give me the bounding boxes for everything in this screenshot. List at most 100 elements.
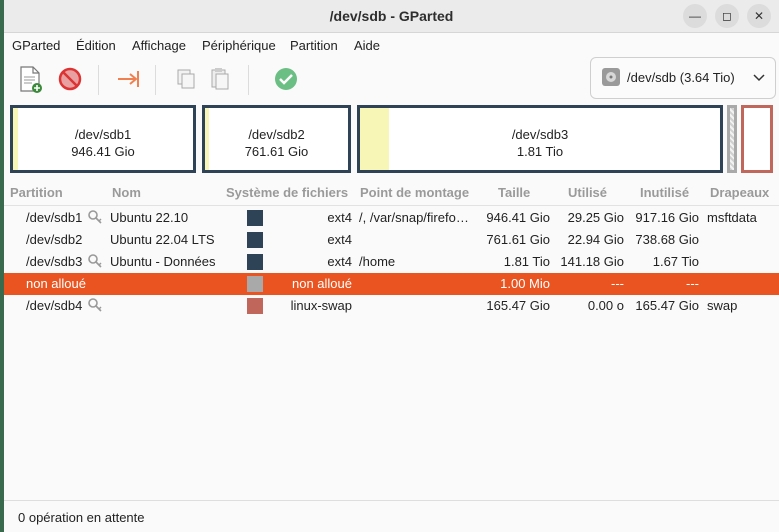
cell-mountpoint [359,229,477,251]
table-row[interactable]: non alloué non alloué 1.00 Mio --- --- [4,273,779,295]
toolbar-separator [248,65,249,95]
partition-name: /dev/sdb2 [248,127,305,142]
filesystem-color-swatch [247,210,263,226]
column-header-utilise[interactable]: Utilisé [568,185,608,200]
column-header-drapeaux[interactable]: Drapeaux [710,185,770,200]
minimize-button[interactable]: — [683,4,707,28]
cell-mountpoint [359,295,477,317]
partition-name: /dev/sdb3 [511,127,569,142]
toolbar-separator [155,65,156,95]
column-header-taille[interactable]: Taille [498,185,531,200]
cell-mountpoint [359,273,477,295]
cell-unused: --- [686,276,699,291]
diskmap-partition-sdb1[interactable]: /dev/sdb1 946.41 Gio [10,105,196,173]
title-bar: /dev/sdb - GParted — ◻ ✕ [4,0,779,33]
cell-size: 1.81 Tio [503,254,550,269]
used-space-bar [205,108,210,170]
device-selector[interactable]: /dev/sdb (3.64 Tio) [590,57,776,99]
partition-name: /dev/sdb1 [74,127,132,142]
filesystem-color-swatch [247,298,263,314]
cell-flags [707,229,777,251]
harddisk-icon [602,68,620,86]
column-header-mountpoint[interactable]: Point de montage [360,185,470,200]
cell-used: --- [611,276,624,291]
column-header-inutilise[interactable]: Inutilisé [640,185,690,200]
chevron-down-icon [753,74,765,82]
apply-icon [275,68,297,90]
cell-flags [707,251,777,273]
cell-mountpoint: /, /var/snap/firefo… [359,210,469,225]
paste-icon [211,68,229,90]
menu-edition[interactable]: Édition [76,38,116,53]
menu-bar: GParted Édition Affichage Périphérique P… [4,33,779,59]
apply-button[interactable] [270,63,302,95]
delete-partition-icon [58,67,82,91]
cell-name: Ubuntu 22.10 [110,210,189,225]
partition-size: 946.41 Gio [71,144,135,159]
filesystem-color-swatch [247,254,263,270]
cell-size: 1.00 Mio [500,276,550,291]
cell-filesystem: non alloué [292,276,352,291]
cell-unused: 917.16 Gio [635,210,699,225]
column-header-nom[interactable]: Nom [112,185,141,200]
window-title: /dev/sdb - GParted [329,8,454,24]
table-header: Partition Nom Système de fichiers Point … [4,181,779,206]
resize-move-icon [118,71,139,87]
cell-used: 22.94 Gio [567,232,624,247]
delete-partition-button[interactable] [54,63,86,95]
column-header-filesystem[interactable]: Système de fichiers [226,185,349,200]
cell-used: 141.18 Gio [560,254,624,269]
device-label: /dev/sdb (3.64 Tio) [627,70,735,85]
disk-map: /dev/sdb1 946.41 Gio /dev/sdb2 761.61 Gi… [4,102,779,178]
cell-name: Ubuntu - Données [110,254,216,269]
menu-peripherique[interactable]: Périphérique [202,38,276,53]
resize-move-button[interactable] [112,63,144,95]
cell-mountpoint: /home [359,254,396,269]
key-icon [88,298,102,312]
copy-icon [177,69,195,89]
maximize-button[interactable]: ◻ [715,4,739,28]
cell-unused: 738.68 Gio [635,232,699,247]
close-button[interactable]: ✕ [747,4,771,28]
table-row[interactable]: /dev/sdb4 linux-swap 165.47 Gio 0.00 o 1… [4,295,779,317]
pending-operations-status: 0 opération en attente [18,510,145,525]
gparted-window: /dev/sdb - GParted — ◻ ✕ GParted Édition… [4,0,779,532]
cell-partition: /dev/sdb3 [26,254,83,269]
cell-partition: non alloué [26,276,86,291]
menu-affichage[interactable]: Affichage [132,38,186,53]
menu-partition[interactable]: Partition [290,38,338,53]
diskmap-partition-sdb3[interactable]: /dev/sdb3 1.81 Tio [357,105,723,173]
cell-partition: /dev/sdb2 [26,232,83,247]
cell-filesystem: ext4 [327,232,352,247]
menu-aide[interactable]: Aide [354,38,381,53]
key-icon [88,210,102,224]
cell-used: 29.25 Gio [567,210,624,225]
partition-size: 761.61 Gio [244,144,309,159]
table-row[interactable]: /dev/sdb3 Ubuntu - Données ext4 /home 1.… [4,251,779,273]
new-partition-button[interactable] [14,63,46,95]
cell-flags: swap [707,298,738,313]
paste-button[interactable] [204,63,236,95]
status-bar: 0 opération en attente [4,500,779,532]
filesystem-color-swatch [247,232,263,248]
column-header-partition[interactable]: Partition [10,185,63,200]
diskmap-partition-sdb2[interactable]: /dev/sdb2 761.61 Gio [202,105,351,173]
menu-gparted[interactable]: GParted [12,38,61,53]
cell-size: 165.47 Gio [486,298,550,313]
minimize-icon: — [689,9,701,23]
used-space-bar [360,108,389,170]
cell-filesystem: linux-swap [290,298,352,313]
new-partition-icon [20,66,42,93]
table-row[interactable]: /dev/sdb2 Ubuntu 22.04 LTS ext4 761.61 G… [4,229,779,251]
cell-partition: /dev/sdb4 [26,298,83,313]
copy-button[interactable] [170,63,202,95]
cell-size: 946.41 Gio [486,210,550,225]
cell-size: 761.61 Gio [486,232,550,247]
diskmap-unallocated[interactable] [727,105,737,173]
cell-flags: msftdata [707,210,757,225]
table-row[interactable]: /dev/sdb1 Ubuntu 22.10 ext4 /, /var/snap… [4,207,779,229]
diskmap-partition-sdb4[interactable] [741,105,773,173]
filesystem-color-swatch [247,276,263,292]
cell-name: Ubuntu 22.04 LTS [110,232,215,247]
used-space-bar [13,108,19,170]
